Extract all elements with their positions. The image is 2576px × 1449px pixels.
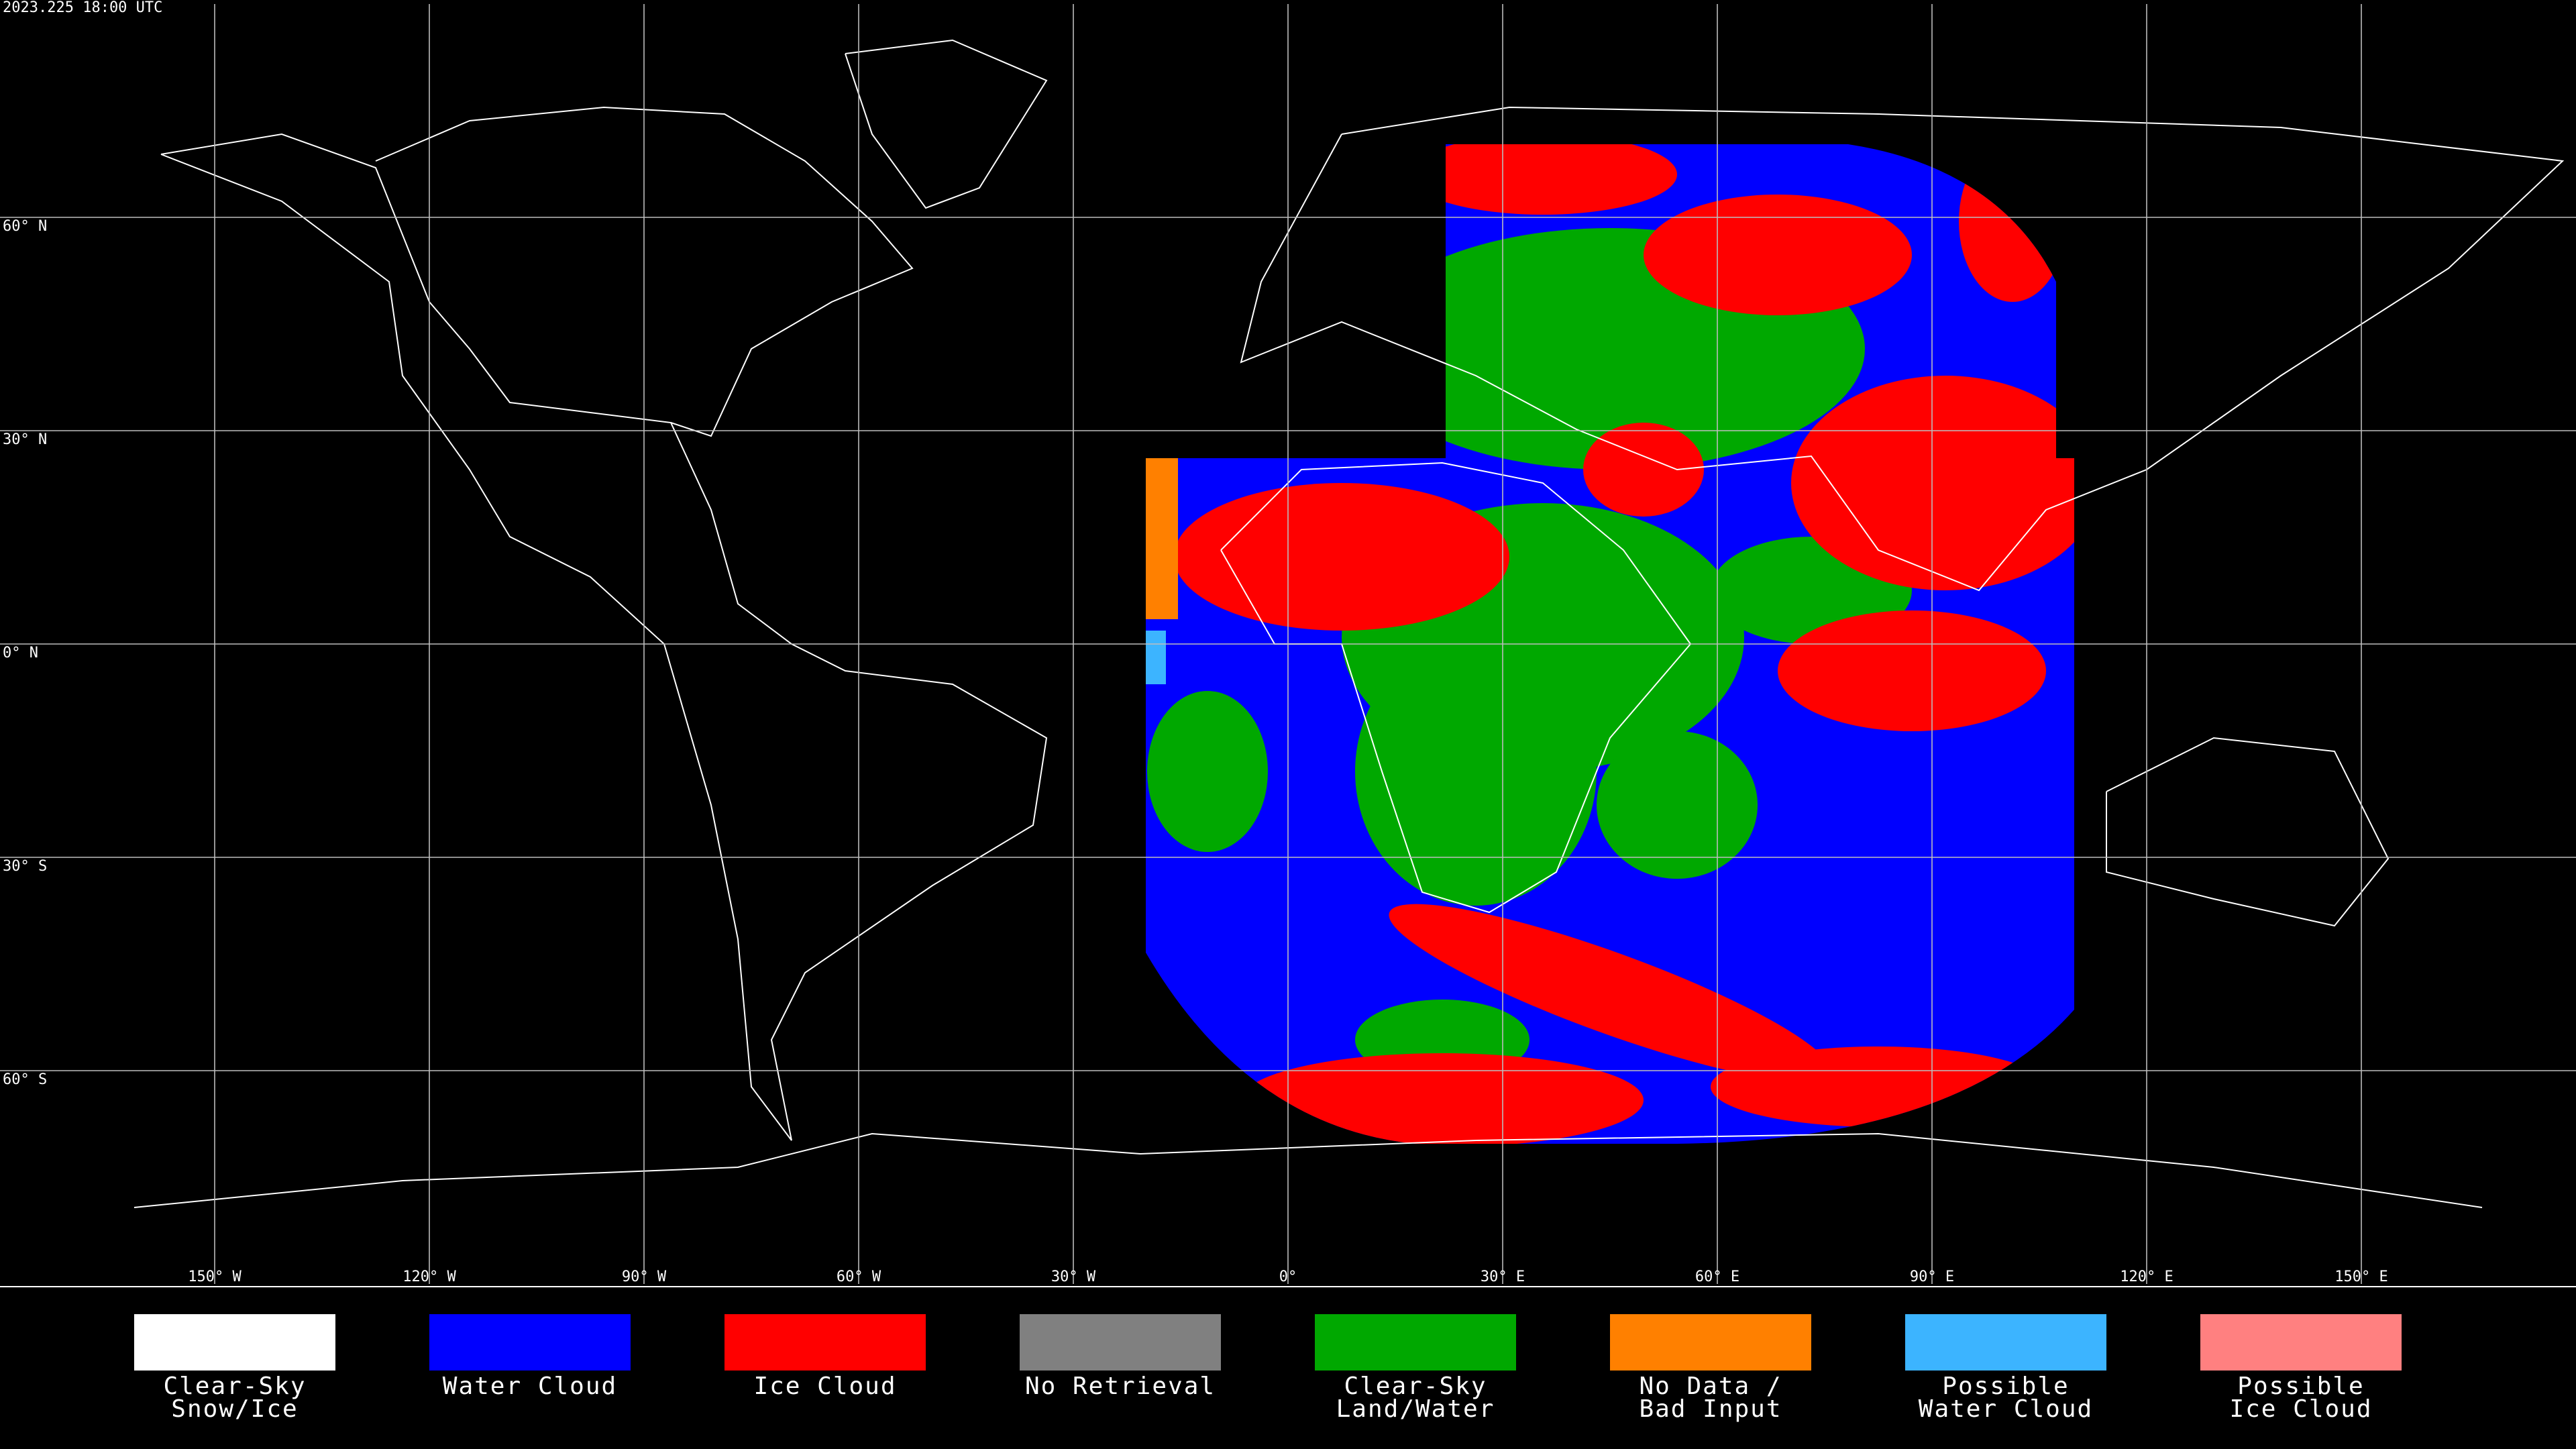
- legend-swatch: [429, 1314, 631, 1371]
- legend-label: No Retrieval: [1025, 1373, 1216, 1400]
- legend-label: Ice Cloud: [2229, 1395, 2372, 1423]
- latitude-label: 30° S: [3, 858, 47, 875]
- longitude-label: 90° W: [622, 1269, 667, 1285]
- longitude-label: 120° W: [402, 1269, 456, 1285]
- legend-label: Clear-Sky: [1344, 1373, 1487, 1400]
- coastlines: [133, 39, 2565, 1208]
- legend-label: Water Cloud: [1919, 1395, 2093, 1423]
- legend-swatch: [724, 1314, 926, 1371]
- latitude-label: 30° N: [3, 431, 47, 448]
- legend-swatch: [1610, 1314, 1811, 1371]
- legend-label: Ice Cloud: [753, 1373, 896, 1400]
- legend-label: Water Cloud: [443, 1373, 617, 1400]
- legend-label: Clear-Sky: [163, 1373, 306, 1400]
- longitude-label: 120° E: [2120, 1269, 2173, 1285]
- longitude-label: 90° E: [1910, 1269, 1954, 1285]
- legend-label: Snow/Ice: [171, 1395, 298, 1423]
- legend-label: Possible: [1942, 1373, 2069, 1400]
- legend-label: No Data /: [1639, 1373, 1782, 1400]
- latitude-label: 0° N: [3, 645, 38, 661]
- legend-swatch: [1905, 1314, 2106, 1371]
- legend-label: Bad Input: [1639, 1395, 1782, 1423]
- legend-label: Land/Water: [1336, 1395, 1495, 1423]
- timestamp: 2023.225 18:00 UTC: [3, 0, 162, 16]
- legend-label: Possible: [2237, 1373, 2364, 1400]
- longitude-label: 150° W: [188, 1269, 241, 1285]
- longitude-label: 60° W: [837, 1269, 881, 1285]
- longitude-label: 150° E: [2334, 1269, 2387, 1285]
- longitude-label: 60° E: [1695, 1269, 1739, 1285]
- graticule: 60° N 30° N 0° N 30° S 60° S 150° W 120° W 90° …: [0, 4, 2576, 1285]
- longitude-label: 30° W: [1051, 1269, 1096, 1285]
- legend-swatch: [1315, 1314, 1516, 1371]
- longitude-label: 30° E: [1481, 1269, 1525, 1285]
- legend-swatch: [134, 1314, 335, 1371]
- latitude-label: 60° S: [3, 1071, 47, 1088]
- legend-swatch: [2200, 1314, 2402, 1371]
- latitude-label: 60° N: [3, 218, 47, 235]
- legend-swatch: [1020, 1314, 1221, 1371]
- longitude-label: 0°: [1279, 1269, 1297, 1285]
